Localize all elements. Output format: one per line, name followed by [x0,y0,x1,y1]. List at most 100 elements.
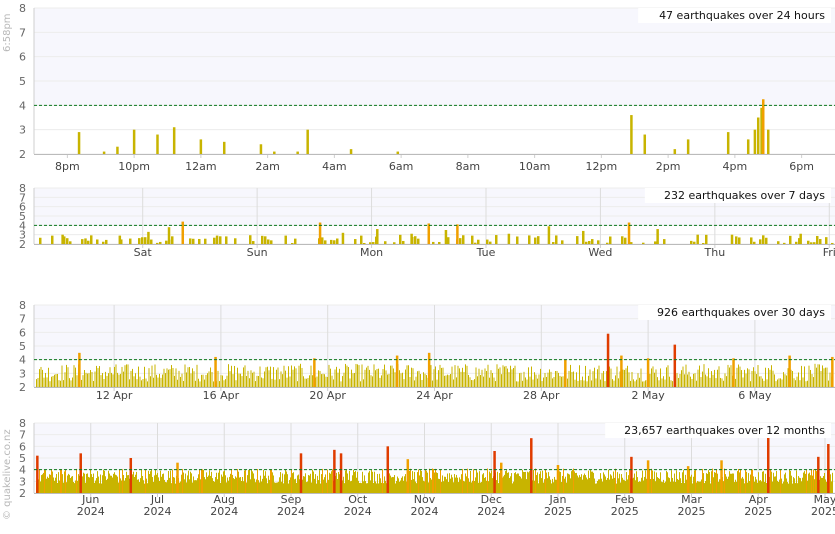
quake-bar [817,456,820,493]
current-time-label: 6:58pm [2,13,13,52]
quake-bar [811,469,812,493]
quake-bar [53,477,54,493]
quake-bar [676,373,678,387]
quake-bar [87,473,88,493]
quake-bar [700,377,702,387]
y-tick-label: 8 [19,417,26,430]
quake-bar [820,371,822,387]
quake-bar [636,379,637,387]
quake-bar [533,469,534,493]
quake-bar [36,455,39,493]
quake-bar [456,224,459,244]
quake-bar [421,471,422,493]
quake-bar [625,368,627,387]
quake-bar [555,479,556,493]
quake-bar [198,378,199,387]
quake-bar [385,370,387,387]
quake-bar [810,242,813,244]
quake-bar [478,368,480,387]
quake-bar [347,473,348,493]
quake-bar [202,374,204,387]
quake-bar [128,475,129,493]
quake-bar [210,367,211,387]
quake-bar [567,473,568,493]
quake-bar [631,372,633,387]
quake-bar [186,482,187,493]
quake-bar [331,471,332,493]
quake-bar [215,477,216,493]
quake-bar [703,364,705,387]
quake-bar [683,470,684,493]
quake-bar [381,375,382,387]
quake-bar [433,369,435,387]
quake-bar [799,477,800,493]
quake-bar [156,134,159,154]
quake-bar [110,475,111,493]
quake-bar [754,371,756,387]
quake-bar [192,482,193,493]
quake-bar [199,381,201,387]
x-tick-year-label: 2025 [544,505,572,518]
x-tick-label: Mon [360,246,383,259]
quake-bar [209,470,210,493]
quake-bar [661,378,663,387]
quake-bar [258,375,259,387]
quake-bar [783,481,784,493]
quake-bar [681,370,682,387]
quake-bar [735,378,736,387]
x-tick-label: 2 May [631,389,665,402]
quake-bar [729,471,730,493]
quake-bar [686,479,687,493]
quake-bar [582,376,583,387]
quake-bar [646,358,650,387]
quake-bar [64,372,66,387]
quake-bar [55,477,56,493]
quake-bar [474,242,477,244]
quake-bar [153,481,154,493]
quake-bar [460,479,461,493]
quake-bar [372,471,373,493]
quake-bar [159,373,160,387]
quake-bar [561,240,564,244]
quake-bar [496,480,497,493]
quake-bar [268,475,269,493]
quake-bar [208,475,209,493]
quake-bar [37,377,39,387]
quake-bar [401,477,402,493]
quake-bar [114,366,115,387]
quake-bar [489,471,490,493]
quake-bar [147,381,148,387]
quake-bar [549,476,550,493]
quake-bar [537,378,538,387]
x-tick-label: Dec [481,493,502,506]
quake-bar [607,478,608,493]
quake-bar [620,355,623,387]
quake-bar [462,367,463,387]
quake-bar [478,482,479,493]
quake-bar [52,375,54,387]
quake-bar [364,475,365,493]
quake-bar [249,469,250,493]
quake-bar [185,473,186,493]
quake-bar [228,480,229,493]
x-tick-label: Fri [823,246,835,259]
quake-bar [628,372,630,387]
quake-bar [472,480,473,493]
quake-bar [127,364,129,387]
background-activity-bars [39,234,834,244]
quake-bar [781,478,782,493]
quake-bar [129,379,130,387]
quake-bar [123,475,124,493]
title-box [644,188,831,203]
quake-bar [241,376,243,387]
quake-bar [97,471,98,493]
quake-bar [798,238,801,244]
quake-bar [471,380,472,387]
quake-bar [338,472,339,493]
quake-bar [426,375,427,387]
quake-bar [358,365,360,387]
quake-bar [727,364,729,387]
quake-bar [344,483,345,493]
quake-bar [196,364,198,387]
quake-bar [342,480,343,493]
